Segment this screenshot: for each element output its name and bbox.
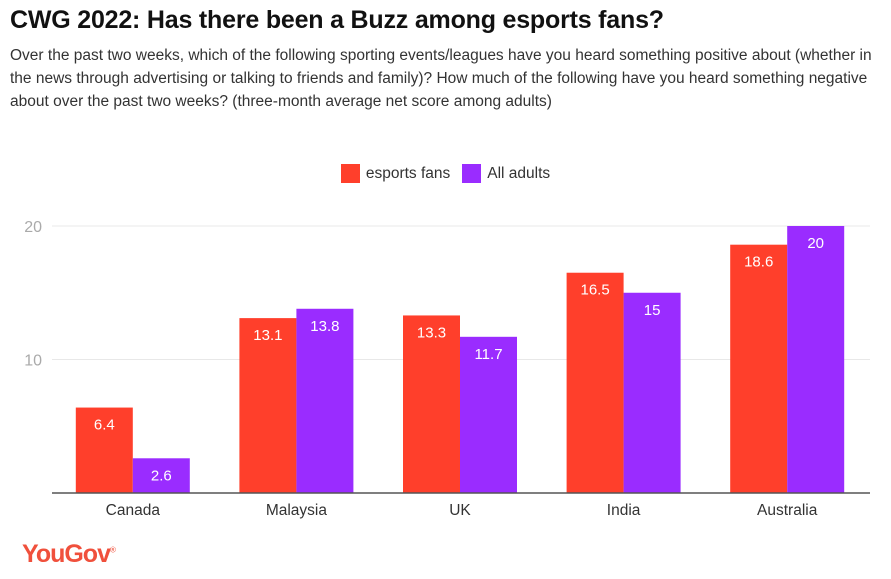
legend-item-all-adults: All adults: [462, 164, 550, 183]
legend-item-esports-fans: esports fans: [340, 164, 451, 183]
legend-label: All adults: [487, 164, 551, 182]
data-label: 13.8: [310, 318, 339, 335]
bar-esports-fans: [239, 318, 297, 493]
data-label: 13.3: [417, 324, 446, 341]
data-label: 16.5: [580, 282, 609, 299]
x-tick-label: Canada: [106, 502, 161, 519]
legend-swatch-all-adults: [462, 164, 482, 183]
chart-subtitle: Over the past two weeks, which of the fo…: [10, 47, 872, 110]
bar-all-adults: [787, 226, 845, 493]
bar-all-adults: [132, 458, 190, 493]
y-tick-label: 20: [24, 219, 42, 236]
legend-swatch-esports-fans: [340, 164, 360, 183]
logo-text: YouGov: [22, 540, 111, 568]
yougov-logo: YouGov®: [22, 540, 116, 568]
bar-all-adults: [460, 336, 517, 493]
y-tick-label: 10: [24, 353, 42, 370]
bar-all-adults: [296, 308, 354, 493]
data-label: 18.6: [744, 254, 773, 271]
x-tick-label: Australia: [757, 502, 818, 519]
bar-esports-fans: [730, 244, 788, 493]
chart-title: CWG 2022: Has there been a Buzz among es…: [10, 6, 664, 34]
bar-esports-fans: [403, 315, 460, 493]
legend-label: esports fans: [365, 164, 451, 182]
data-label: 15: [644, 302, 661, 319]
x-tick-label: UK: [449, 502, 471, 519]
bar-esports-fans: [566, 272, 624, 493]
bar-esports-fans: [75, 407, 133, 493]
data-label: 13.1: [253, 327, 282, 344]
legend: esports fans All adults: [0, 164, 891, 183]
bar-all-adults: [623, 292, 681, 493]
x-tick-label: India: [607, 502, 641, 519]
data-label: 20: [807, 235, 824, 252]
data-label: 2.6: [151, 467, 172, 484]
data-label: 6.4: [94, 417, 115, 434]
data-label: 11.7: [474, 346, 502, 363]
x-tick-label: Malaysia: [266, 502, 328, 519]
